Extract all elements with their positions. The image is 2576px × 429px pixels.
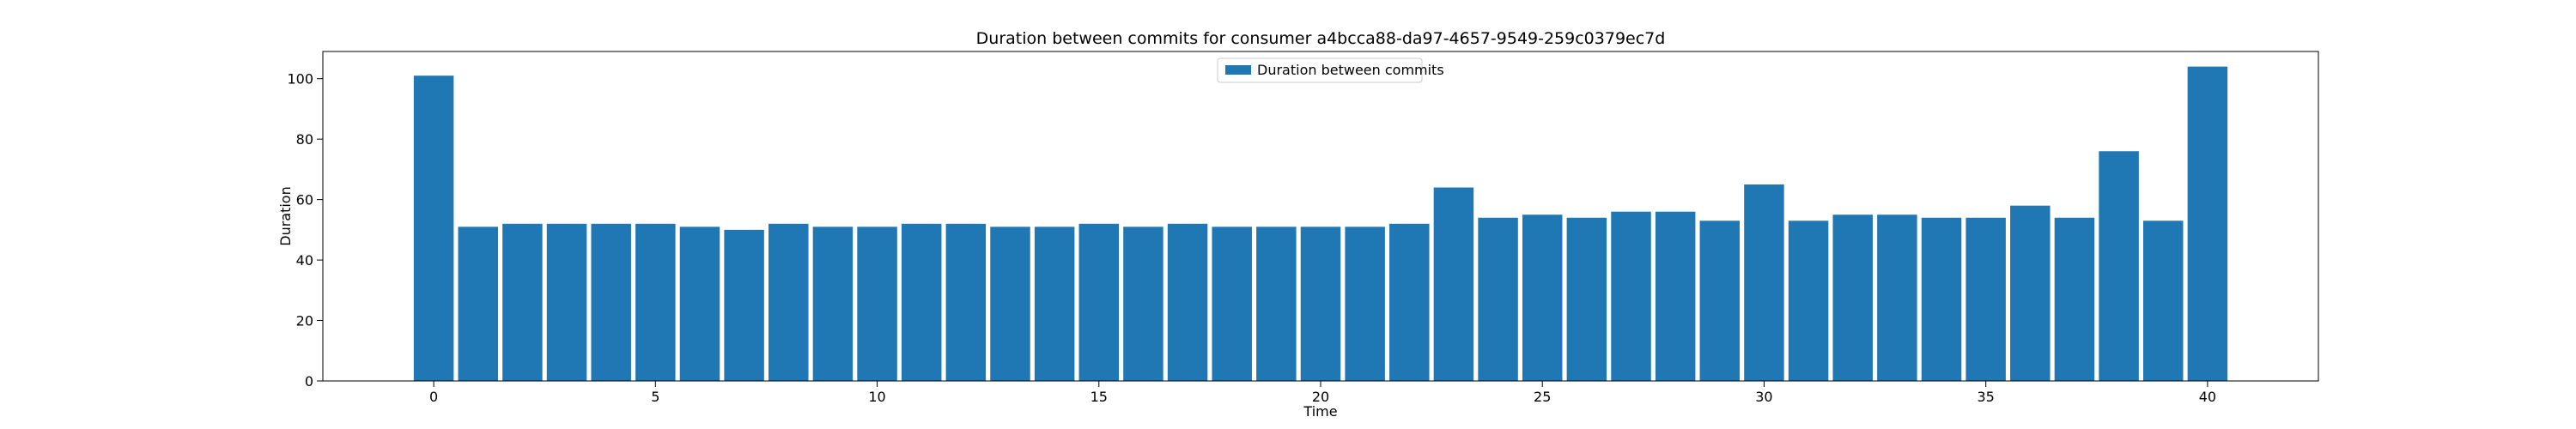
bar-35 xyxy=(1965,217,2006,381)
bar-18 xyxy=(1212,227,1252,381)
bar-2 xyxy=(502,223,543,381)
y-tick-label: 20 xyxy=(296,313,313,329)
bar-24 xyxy=(1478,217,1518,381)
x-tick-label: 25 xyxy=(1534,389,1551,405)
bar-31 xyxy=(1788,221,1829,381)
bar-14 xyxy=(1034,227,1075,381)
bar-26 xyxy=(1566,217,1607,381)
y-tick-label: 80 xyxy=(296,131,313,148)
y-tick-label: 60 xyxy=(296,192,313,208)
bars-group xyxy=(413,66,2228,382)
bar-4 xyxy=(591,223,631,381)
legend: Duration between commits xyxy=(1217,57,1444,83)
bar-38 xyxy=(2099,151,2139,381)
bar-9 xyxy=(812,227,854,381)
bar-40 xyxy=(2187,66,2228,381)
bar-11 xyxy=(901,223,942,381)
x-tick-label: 35 xyxy=(1977,389,1994,405)
x-tick-label: 5 xyxy=(651,389,659,405)
x-axis-label: Time xyxy=(1303,403,1337,420)
bar-32 xyxy=(1832,214,1873,381)
x-tick-label: 40 xyxy=(2199,389,2216,405)
bar-1 xyxy=(458,227,498,381)
bar-7 xyxy=(724,229,764,381)
bar-3 xyxy=(546,223,587,381)
bar-22 xyxy=(1389,223,1430,381)
bar-28 xyxy=(1655,211,1696,381)
y-tick-label: 40 xyxy=(296,252,313,269)
bar-20 xyxy=(1300,227,1341,381)
bar-16 xyxy=(1123,227,1163,381)
y-axis-ticks: 0 20 40 60 80 100 xyxy=(287,71,323,390)
x-tick-label: 20 xyxy=(1312,389,1329,405)
x-tick-label: 0 xyxy=(429,389,438,405)
bar-6 xyxy=(679,227,720,381)
bar-25 xyxy=(1522,214,1563,381)
bar-37 xyxy=(2054,217,2095,381)
bar-33 xyxy=(1877,214,1917,381)
chart-title: Duration between commits for consumer a4… xyxy=(976,29,1666,48)
bar-34 xyxy=(1921,217,1962,381)
bar-21 xyxy=(1345,227,1385,381)
x-axis-ticks: 0 5 10 15 20 25 30 35 40 xyxy=(429,381,2216,405)
bar-19 xyxy=(1256,227,1297,381)
bar-0 xyxy=(413,76,454,382)
bar-36 xyxy=(2010,205,2050,381)
x-tick-label: 15 xyxy=(1091,389,1108,405)
bar-30 xyxy=(1744,184,1784,381)
bar-27 xyxy=(1611,211,1651,381)
legend-entry-label: Duration between commits xyxy=(1257,62,1444,78)
bar-23 xyxy=(1433,187,1474,381)
bar-17 xyxy=(1167,223,1208,381)
x-tick-label: 30 xyxy=(1755,389,1772,405)
y-axis-label: Duration xyxy=(277,186,294,246)
bar-15 xyxy=(1078,223,1120,381)
plot-frame xyxy=(322,51,2319,382)
bar-5 xyxy=(635,223,676,381)
bar-29 xyxy=(1699,221,1741,381)
bar-13 xyxy=(990,227,1030,381)
bar-8 xyxy=(769,223,809,381)
bar-10 xyxy=(857,227,897,381)
bar-12 xyxy=(945,223,987,381)
y-tick-label: 100 xyxy=(287,71,313,88)
legend-swatch xyxy=(1225,65,1251,75)
x-tick-label: 10 xyxy=(868,389,885,405)
y-tick-label: 0 xyxy=(305,373,313,390)
legend-box xyxy=(1217,57,1423,83)
bar-39 xyxy=(2143,221,2184,381)
